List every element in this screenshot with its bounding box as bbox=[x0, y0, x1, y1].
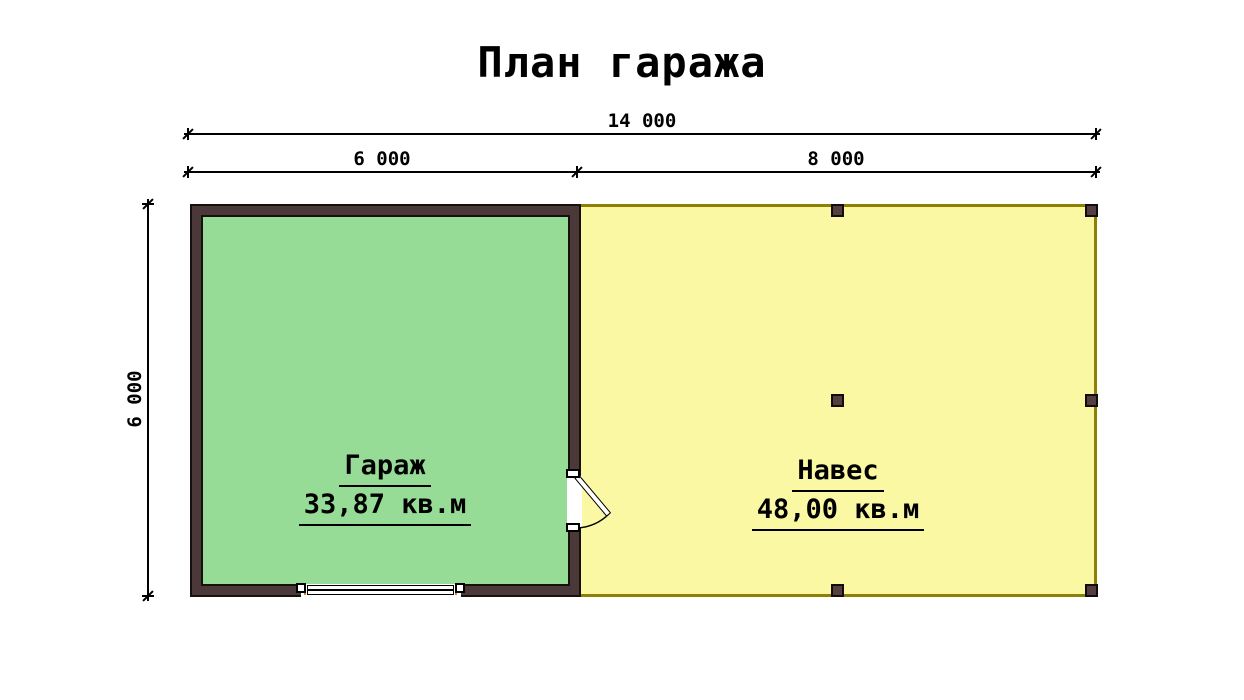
gate-jamb bbox=[296, 583, 306, 593]
dim-label-total: 14 000 bbox=[607, 110, 677, 132]
dim-line-spans bbox=[184, 171, 1100, 173]
dim-line-total bbox=[184, 133, 1100, 135]
garage-name: Гараж bbox=[339, 448, 431, 487]
gate-midline bbox=[308, 589, 453, 591]
door-jamb bbox=[566, 523, 580, 532]
garage-area: 33,87 кв.м bbox=[298, 487, 472, 526]
dim-label-left-span: 6 000 bbox=[353, 148, 411, 170]
garage-wall bbox=[190, 204, 581, 597]
gate bbox=[307, 585, 454, 595]
canopy-name: Навес bbox=[792, 453, 884, 492]
garage-interior bbox=[201, 215, 570, 586]
canopy-post bbox=[831, 584, 844, 597]
canopy-post bbox=[831, 394, 844, 407]
canopy-post bbox=[1085, 584, 1098, 597]
canopy-post bbox=[1085, 204, 1098, 217]
dim-label-side: 6 000 bbox=[124, 370, 146, 428]
door-jamb bbox=[566, 469, 580, 478]
room-label-canopy: Навес 48,00 кв.м bbox=[688, 453, 988, 531]
dim-label-right-span: 8 000 bbox=[807, 148, 865, 170]
canopy-post bbox=[831, 204, 844, 217]
canopy-area: 48,00 кв.м bbox=[751, 492, 925, 531]
gate-jamb bbox=[455, 583, 465, 593]
canopy-post bbox=[1085, 394, 1098, 407]
dim-line-side bbox=[147, 199, 149, 601]
plan-title: План гаража bbox=[477, 38, 767, 87]
room-label-garage: Гараж 33,87 кв.м bbox=[235, 448, 535, 526]
